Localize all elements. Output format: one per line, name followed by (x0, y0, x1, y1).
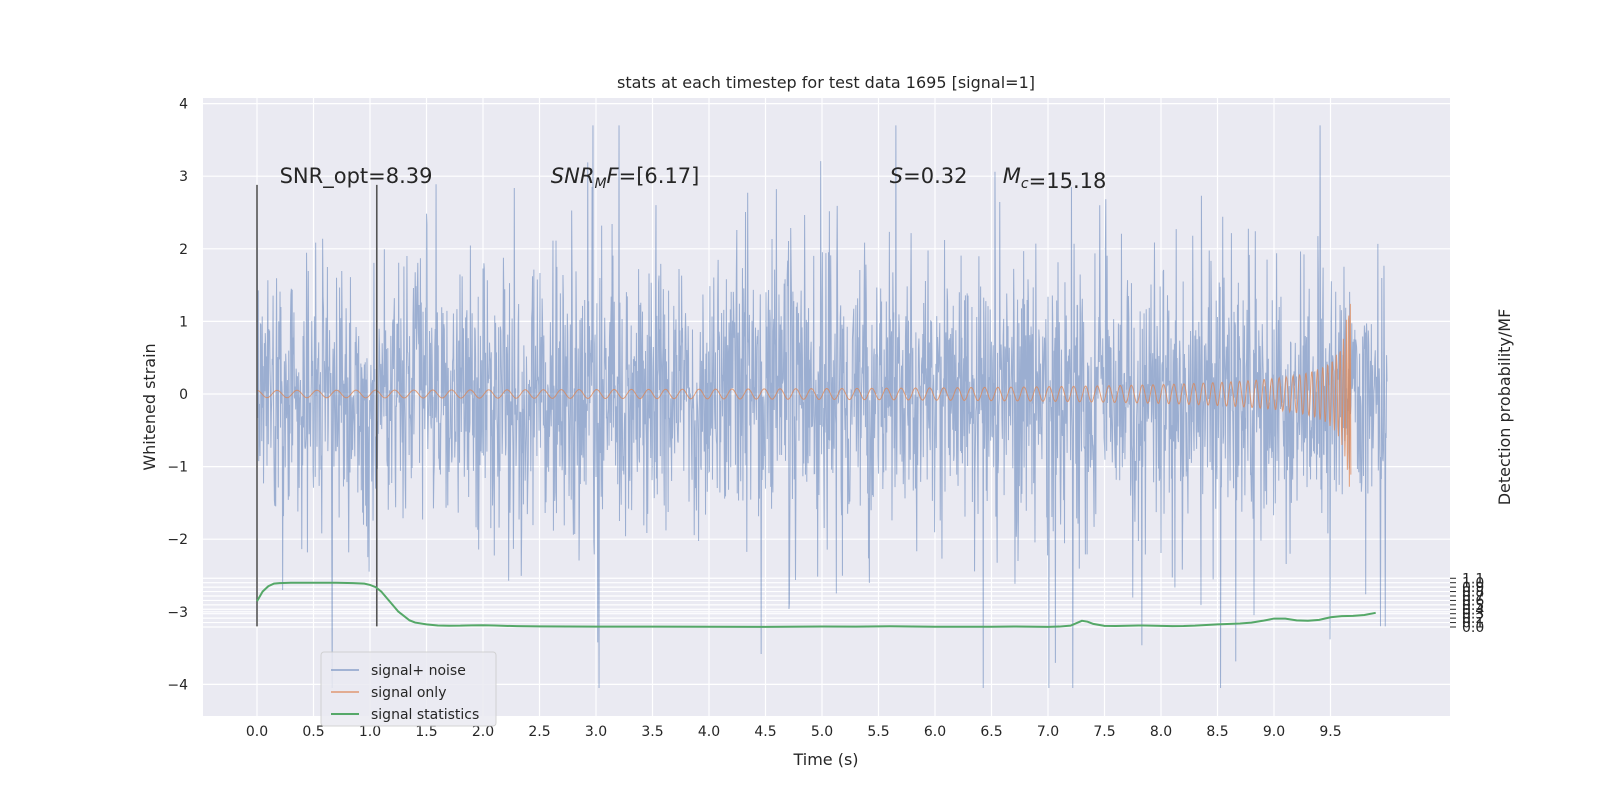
x-tick-label: 4.0 (698, 724, 720, 740)
y-left-axis-label: Whitened strain (140, 343, 159, 470)
legend-box (320, 651, 497, 727)
y-left-tick-label: −2 (167, 532, 188, 548)
legend-label: signal statistics (371, 707, 479, 723)
y-right-tick-label: 0.2 (1462, 611, 1484, 627)
y-right-tick-label: 0.8 (1462, 585, 1484, 601)
snr-mf-annotation: SNRMF=[6.17] (551, 164, 700, 192)
y-right-tick-label: 1.0 (1462, 576, 1484, 592)
y-right-tick-label: 0.7 (1462, 589, 1484, 605)
series-signal-noise (256, 125, 1388, 689)
x-tick-label: 6.5 (980, 724, 1002, 740)
x-tick-label: 1.0 (359, 724, 381, 740)
series-signal-only (256, 303, 1352, 487)
series-signal-statistics (256, 581, 1376, 628)
y-left-tick-label: −4 (167, 677, 188, 693)
y-left-tick-label: 2 (179, 242, 188, 258)
series-line-signal-only (256, 303, 1352, 487)
x-axis-ticks: 0.0 0.5 1.0 1.5 2.0 2.5 3.0 3.5 4.0 4.5 5.0 5.5 6.0 6… (246, 724, 1342, 740)
y-right-tick-label: 0.0 (1462, 620, 1484, 636)
legend-label: signal+ noise (371, 663, 466, 679)
x-tick-label: 9.0 (1263, 724, 1285, 740)
vertical-markers (256, 184, 378, 627)
y-left-tick-label: 4 (179, 97, 188, 113)
x-tick-label: 3.5 (641, 724, 663, 740)
x-tick-label: 3.0 (585, 724, 607, 740)
mc-annotation: Mc=15.18 (1003, 164, 1107, 193)
y-left-tick-label: 0 (179, 387, 188, 403)
legend: signal+ noise signal only signal statistic… (320, 651, 497, 727)
y-right-tick-label: 0.3 (1462, 607, 1484, 623)
y-right-tick-label: 0.4 (1462, 602, 1484, 618)
annotations: SNR_opt=8.39 SNRMF=[6.17] S=0.32 Mc=15.18 (280, 164, 1107, 193)
x-tick-label: 8.0 (1150, 724, 1172, 740)
x-tick-label: 4.5 (754, 724, 776, 740)
y-right-axis-ticks: 1.11.00.90.80.70.60.50.40.30.20.10.0 (1450, 571, 1484, 636)
s-annotation: S=0.32 (890, 164, 968, 188)
x-tick-label: 5.5 (867, 724, 889, 740)
y-right-tick-label: 1.1 (1462, 571, 1484, 587)
x-tick-label: 0.5 (302, 724, 324, 740)
x-tick-label: 1.5 (415, 724, 437, 740)
x-tick-label: 9.5 (1319, 724, 1341, 740)
y-left-tick-label: 1 (179, 314, 188, 330)
y-left-tick-label: −1 (167, 460, 188, 476)
y-right-tick-label: 0.5 (1462, 598, 1484, 614)
y-right-tick-label: 0.6 (1462, 593, 1484, 609)
x-tick-label: 2.5 (528, 724, 550, 740)
x-tick-label: 6.0 (924, 724, 946, 740)
x-tick-label: 5.0 (811, 724, 833, 740)
x-axis-label: Time (s) (792, 750, 858, 769)
legend-label: signal only (371, 685, 446, 701)
y-left-tick-label: 3 (179, 169, 188, 185)
y-right-axis-label: Detection probability/MF (1495, 309, 1514, 506)
y-right-tick-label: 0.1 (1462, 616, 1484, 632)
x-tick-label: 7.5 (1093, 724, 1115, 740)
series-line-signal-noise (256, 125, 1388, 689)
series-line-signal-statistics (256, 581, 1376, 628)
x-tick-label: 8.5 (1206, 724, 1228, 740)
x-tick-label: 7.0 (1037, 724, 1059, 740)
chart-title: stats at each timestep for test data 169… (617, 73, 1035, 92)
x-tick-label: 0.0 (246, 724, 268, 740)
y-right-tick-label: 0.9 (1462, 580, 1484, 596)
y-left-axis-ticks: 4 3 2 1 0 −1 −2 −3 −4 (167, 97, 188, 694)
x-tick-label: 2.0 (472, 724, 494, 740)
snr-opt-annotation: SNR_opt=8.39 (280, 164, 433, 189)
y-left-tick-label: −3 (167, 605, 188, 621)
